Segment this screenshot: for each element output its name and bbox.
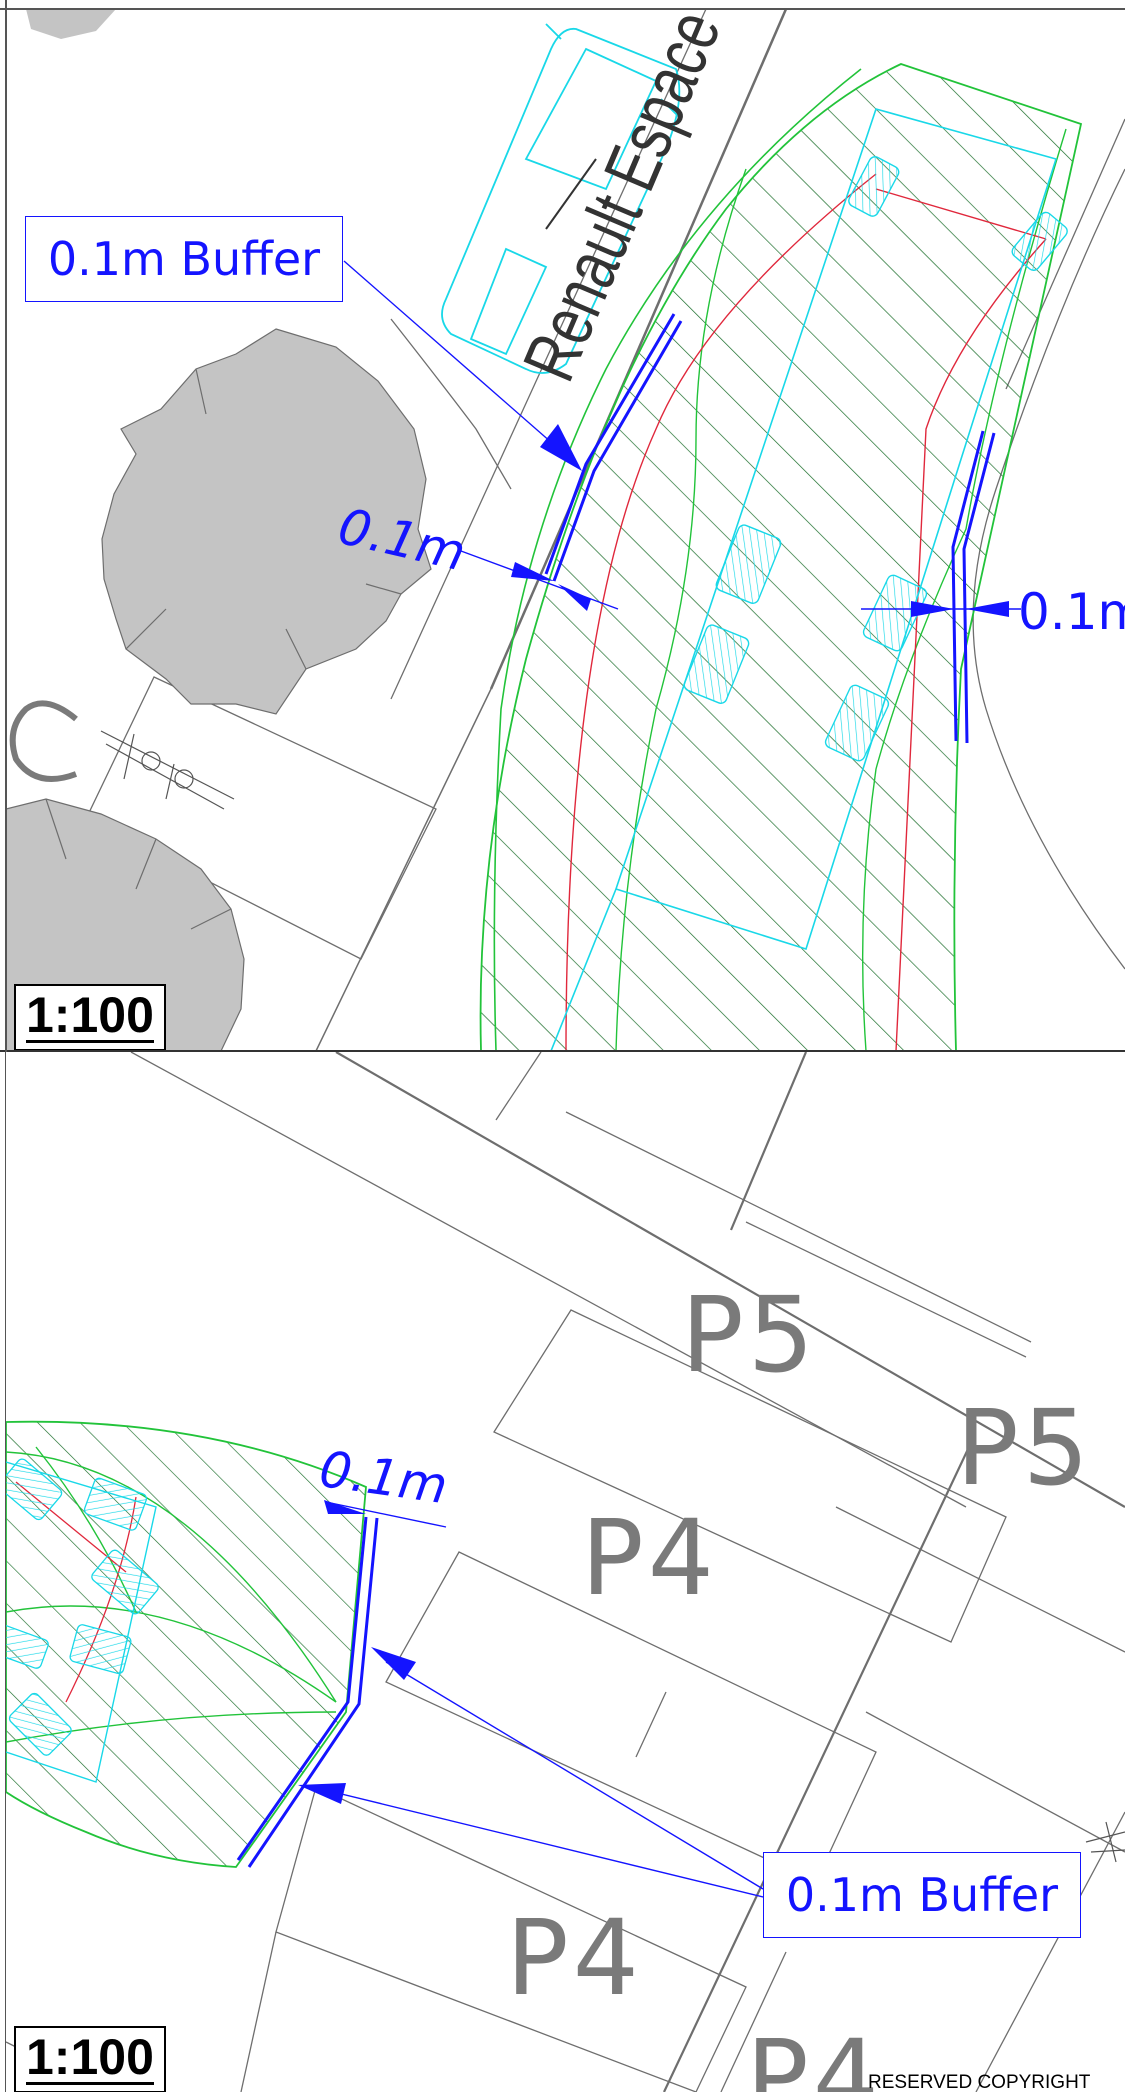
top-drawing-canvas <box>6 9 1125 1051</box>
buffer-line-right <box>951 430 996 744</box>
dim-arrow-bottom <box>324 1500 366 1514</box>
callout-leader-line-top <box>343 260 577 465</box>
bicycle-fragment <box>1085 1821 1125 1863</box>
callout-arrowhead-2 <box>298 1783 346 1804</box>
dim-arrow-left-in <box>511 562 554 581</box>
bay-label-p5-right: P5 <box>956 1387 1093 1509</box>
dim-label-right: 0.1m <box>1018 583 1125 641</box>
dim-arrow-right-out <box>966 601 1009 617</box>
vehicle-wheels <box>683 156 1068 762</box>
scale-text-bottom: 1:100 <box>26 2029 154 2085</box>
tracking-green-line-1 <box>615 168 747 1051</box>
scale-box-top: 1:100 <box>14 984 166 1051</box>
dim-arrow-left-out <box>558 584 591 611</box>
tree-symbol-3 <box>26 9 116 39</box>
scale-text-top: 1:100 <box>26 987 154 1043</box>
swept-path-outer-curve <box>493 68 862 1051</box>
tracking-green-line-2 <box>861 128 1067 1051</box>
buffer-line-bottom <box>236 1516 379 1868</box>
callout-arrowhead-top <box>540 424 582 471</box>
callout-leader-1 <box>385 1661 764 1890</box>
top-drawing-panel: 0.1m Buffer 0.1m 0.1m Renault Espace 1:1… <box>6 9 1125 1051</box>
vehicle-wheels-bottom <box>6 1458 159 1756</box>
buffer-callout-top: 0.1m Buffer <box>25 216 343 302</box>
bay-label-p4-upper: P4 <box>581 1497 718 1619</box>
bay-label-p4-bottom: P4 <box>746 2017 883 2092</box>
vehicle-body-outline <box>550 108 1058 1051</box>
panel-divider <box>0 1050 1125 1052</box>
swept-path-envelope <box>479 63 1083 1051</box>
callout-leader-2 <box>320 1788 764 1898</box>
dim-leader-left <box>460 550 619 610</box>
bay-label-p4-lower: P4 <box>506 1897 643 2019</box>
bicycle-symbol <box>100 730 235 810</box>
tree-symbol-1 <box>101 328 432 715</box>
partial-letter-outline <box>9 700 78 782</box>
copyright-notice: RESERVED COPYRIGHT <box>868 2072 1091 2092</box>
callout-arrowhead-1 <box>371 1647 416 1680</box>
buffer-line-left <box>544 313 683 582</box>
dim-arrow-right-in <box>911 601 954 617</box>
left-border <box>5 0 7 2092</box>
car-label-strike <box>545 158 597 230</box>
scale-box-bottom: 1:100 <box>14 2026 166 2092</box>
bottom-drawing-canvas <box>6 1052 1125 2092</box>
parked-car-renault-espace <box>441 23 682 374</box>
top-border <box>0 8 1125 10</box>
buffer-callout-bottom: 0.1m Buffer <box>763 1852 1081 1938</box>
wheel-track-lines <box>565 173 1047 1051</box>
bay-label-p5-centre: P5 <box>681 1274 818 1396</box>
dim-leader-bottom <box>325 1501 447 1528</box>
bottom-drawing-panel: P5 P5 P4 P4 P4 0.1m 0.1m Buffer 1:100 RE… <box>6 1052 1125 2092</box>
